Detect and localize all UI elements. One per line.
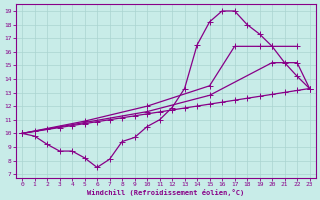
X-axis label: Windchill (Refroidissement éolien,°C): Windchill (Refroidissement éolien,°C) — [87, 189, 244, 196]
